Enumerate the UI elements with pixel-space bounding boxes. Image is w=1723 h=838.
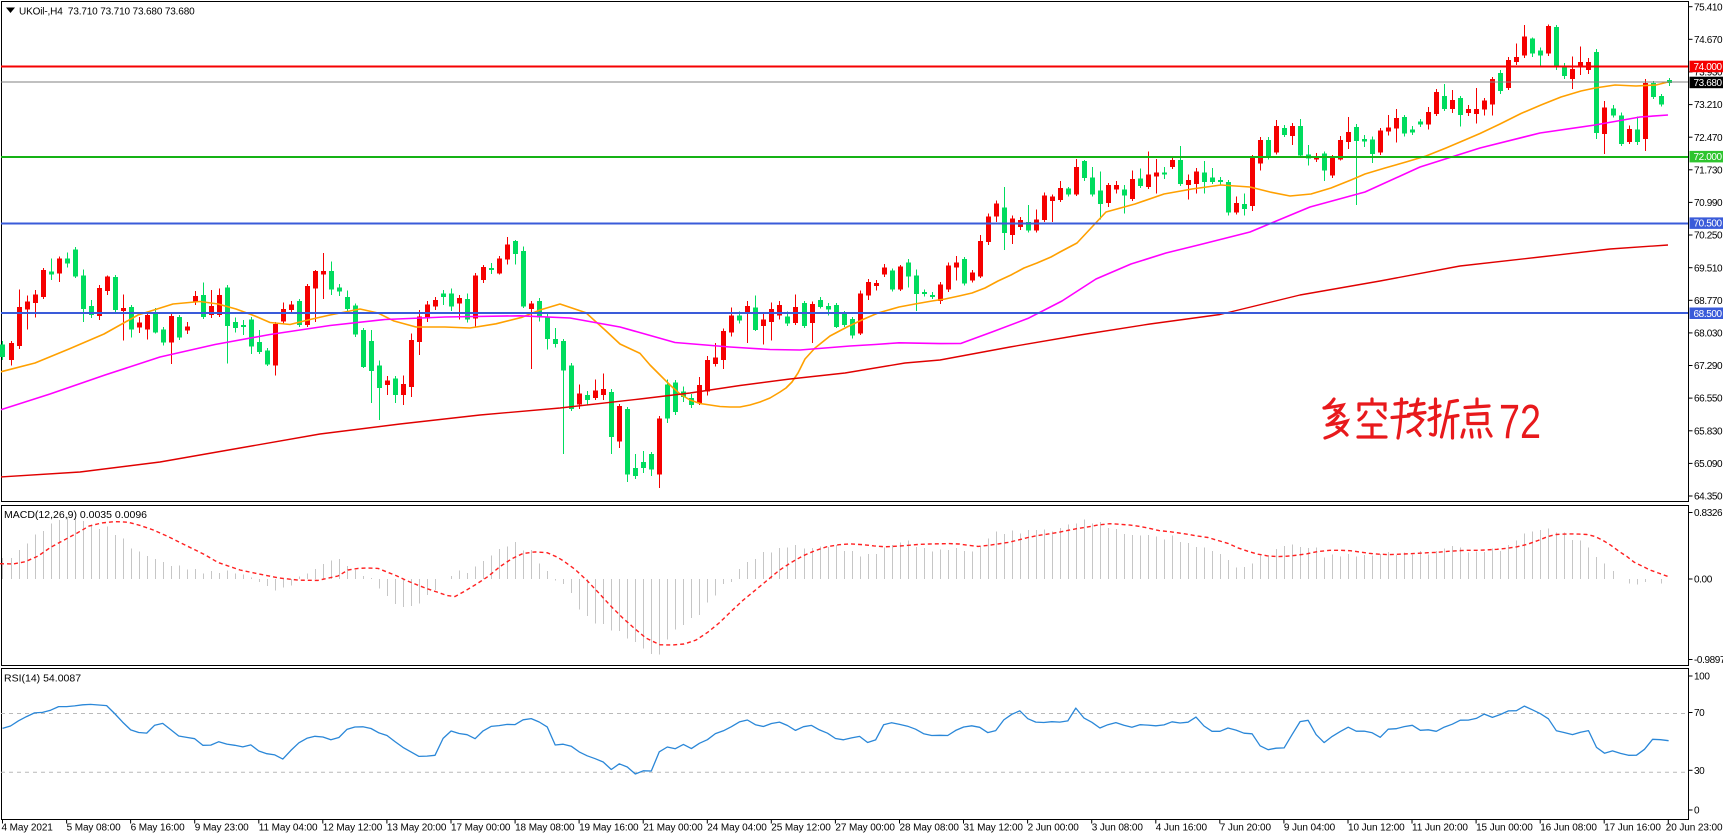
svg-text:64.350: 64.350 (1694, 492, 1723, 503)
svg-text:4 Jun 16:00: 4 Jun 16:00 (1156, 823, 1208, 834)
svg-text:11 May 04:00: 11 May 04:00 (259, 823, 318, 834)
svg-text:7 Jun 20:00: 7 Jun 20:00 (1220, 823, 1272, 834)
svg-text:70.250: 70.250 (1694, 231, 1723, 242)
svg-text:17 May 00:00: 17 May 00:00 (451, 823, 511, 834)
svg-text:70: 70 (1694, 708, 1705, 719)
svg-text:28 May 08:00: 28 May 08:00 (900, 823, 960, 834)
svg-text:18 May 08:00: 18 May 08:00 (515, 823, 575, 834)
svg-text:69.510: 69.510 (1694, 263, 1723, 274)
svg-text:20 Jun 23:00: 20 Jun 23:00 (1666, 823, 1723, 834)
svg-text:15 Jun 00:00: 15 Jun 00:00 (1476, 823, 1533, 834)
svg-text:72.470: 72.470 (1694, 133, 1723, 144)
svg-text:6 May 16:00: 6 May 16:00 (131, 823, 185, 834)
svg-text:73.680: 73.680 (1694, 78, 1723, 89)
svg-text:10 Jun 12:00: 10 Jun 12:00 (1348, 823, 1405, 834)
svg-text:MACD(12,26,9) 0.0035 0.0096: MACD(12,26,9) 0.0035 0.0096 (4, 509, 147, 521)
svg-text:68.500: 68.500 (1694, 309, 1723, 320)
svg-text:0.8326: 0.8326 (1694, 508, 1723, 519)
svg-text:70.500: 70.500 (1694, 219, 1723, 230)
svg-text:67.290: 67.290 (1694, 361, 1723, 372)
svg-text:74.670: 74.670 (1694, 35, 1723, 46)
svg-text:9 May 23:00: 9 May 23:00 (195, 823, 249, 834)
svg-text:31 May 12:00: 31 May 12:00 (964, 823, 1024, 834)
svg-text:RSI(14) 54.0087: RSI(14) 54.0087 (4, 673, 81, 685)
svg-text:65.090: 65.090 (1694, 459, 1723, 470)
svg-text:13 May 20:00: 13 May 20:00 (387, 823, 447, 834)
svg-text:68.030: 68.030 (1694, 329, 1723, 340)
svg-text:65.830: 65.830 (1694, 426, 1723, 437)
svg-text:30: 30 (1694, 766, 1705, 777)
svg-text:72.000: 72.000 (1694, 152, 1723, 163)
svg-text:70.990: 70.990 (1694, 198, 1723, 209)
svg-text:17 Jun 16:00: 17 Jun 16:00 (1604, 823, 1661, 834)
svg-text:2 Jun 00:00: 2 Jun 00:00 (1028, 823, 1080, 834)
svg-text:16 Jun 08:00: 16 Jun 08:00 (1540, 823, 1597, 834)
svg-text:24 May 04:00: 24 May 04:00 (707, 823, 767, 834)
svg-text:72: 72 (1499, 396, 1541, 449)
svg-text:100: 100 (1694, 672, 1710, 683)
svg-text:12 May 12:00: 12 May 12:00 (323, 823, 383, 834)
svg-text:74.000: 74.000 (1694, 62, 1723, 73)
svg-text:73.210: 73.210 (1694, 100, 1723, 111)
svg-text:68.770: 68.770 (1694, 296, 1723, 307)
svg-text:21 May 00:00: 21 May 00:00 (643, 823, 703, 834)
svg-text:-0.9897: -0.9897 (1694, 655, 1723, 666)
svg-text:71.730: 71.730 (1694, 165, 1723, 176)
svg-text:9 Jun 04:00: 9 Jun 04:00 (1284, 823, 1336, 834)
svg-text:0: 0 (1694, 806, 1700, 817)
svg-text:UKOil-,H4 73.710 73.710 73.68: UKOil-,H4 73.710 73.710 73.680 73.680 (19, 7, 195, 18)
svg-text:75.410: 75.410 (1694, 2, 1723, 13)
svg-text:0.00: 0.00 (1694, 575, 1713, 586)
svg-text:27 May 00:00: 27 May 00:00 (835, 823, 895, 834)
svg-text:66.550: 66.550 (1694, 394, 1723, 405)
svg-text:4 May 2021: 4 May 2021 (2, 823, 54, 834)
svg-text:25 May 12:00: 25 May 12:00 (771, 823, 831, 834)
svg-text:5 May 08:00: 5 May 08:00 (67, 823, 121, 834)
svg-text:73.930: 73.930 (1694, 68, 1723, 79)
svg-text:3 Jun 08:00: 3 Jun 08:00 (1092, 823, 1144, 834)
svg-text:19 May 16:00: 19 May 16:00 (579, 823, 639, 834)
svg-text:11 Jun 20:00: 11 Jun 20:00 (1412, 823, 1468, 834)
